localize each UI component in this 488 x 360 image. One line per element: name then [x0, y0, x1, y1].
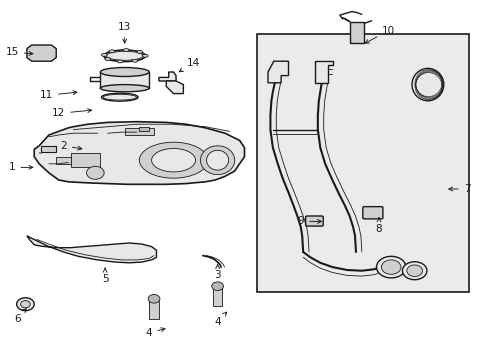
Circle shape [17, 298, 34, 311]
Circle shape [20, 301, 30, 308]
Polygon shape [41, 146, 56, 152]
Bar [256, 34, 468, 292]
Circle shape [376, 256, 405, 278]
Polygon shape [349, 22, 364, 43]
Ellipse shape [206, 150, 228, 170]
Circle shape [86, 166, 104, 179]
Polygon shape [100, 72, 149, 88]
Ellipse shape [101, 54, 107, 57]
Text: 14: 14 [179, 58, 200, 72]
Text: 6: 6 [14, 309, 26, 324]
Ellipse shape [132, 59, 138, 62]
Ellipse shape [142, 54, 148, 57]
Circle shape [148, 294, 160, 303]
Ellipse shape [411, 68, 443, 101]
Polygon shape [139, 127, 149, 131]
Text: 2: 2 [60, 141, 81, 151]
Text: 5: 5 [102, 268, 108, 284]
Text: 10: 10 [365, 26, 394, 43]
Polygon shape [124, 128, 154, 135]
Polygon shape [71, 153, 100, 167]
Text: 11: 11 [40, 90, 77, 100]
Circle shape [211, 282, 223, 291]
Circle shape [402, 262, 426, 280]
Polygon shape [315, 61, 332, 83]
Ellipse shape [106, 51, 143, 60]
Bar [149, 301, 159, 319]
Text: 1: 1 [9, 162, 33, 172]
FancyBboxPatch shape [362, 207, 382, 219]
Polygon shape [56, 157, 71, 164]
Text: 12: 12 [52, 108, 91, 118]
Text: 9: 9 [297, 216, 321, 226]
Ellipse shape [100, 68, 149, 77]
Circle shape [406, 265, 422, 276]
Text: 4: 4 [214, 312, 226, 327]
Circle shape [381, 260, 400, 274]
Ellipse shape [117, 60, 123, 63]
Text: 7: 7 [448, 184, 469, 194]
Bar [212, 288, 222, 306]
FancyBboxPatch shape [305, 216, 323, 226]
Text: 4: 4 [145, 328, 165, 338]
Text: 15: 15 [5, 47, 33, 57]
Polygon shape [27, 236, 156, 263]
Polygon shape [159, 72, 176, 81]
Ellipse shape [100, 85, 149, 92]
Ellipse shape [137, 50, 142, 53]
Text: 3: 3 [214, 265, 221, 280]
Polygon shape [267, 61, 288, 83]
Polygon shape [27, 45, 56, 61]
Ellipse shape [109, 50, 115, 53]
Polygon shape [34, 122, 244, 184]
Ellipse shape [104, 58, 110, 60]
Ellipse shape [151, 148, 195, 172]
Ellipse shape [139, 142, 207, 178]
Text: 13: 13 [118, 22, 131, 43]
Polygon shape [166, 81, 183, 94]
Ellipse shape [200, 146, 234, 175]
Ellipse shape [103, 94, 136, 100]
Ellipse shape [123, 49, 129, 51]
Text: 8: 8 [375, 218, 382, 234]
